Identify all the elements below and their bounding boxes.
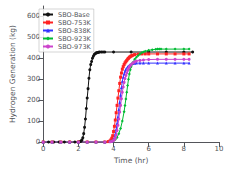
svg-text:SBO-753K: SBO-753K [58,19,92,27]
svg-text:2: 2 [76,145,80,153]
svg-text:10: 10 [215,145,224,153]
svg-text:0: 0 [41,145,45,153]
svg-text:SBO-923K: SBO-923K [58,35,92,43]
svg-text:6: 6 [146,145,151,153]
svg-text:0: 0 [36,138,40,146]
svg-text:200: 200 [27,96,40,104]
svg-text:300: 300 [27,75,40,83]
svg-text:SBO-973K: SBO-973K [58,43,92,51]
svg-text:600: 600 [27,12,40,20]
svg-text:Hydrogen Generation (kg): Hydrogen Generation (kg) [8,25,17,123]
svg-text:100: 100 [27,117,40,125]
svg-text:8: 8 [182,145,186,153]
svg-text:4: 4 [111,145,116,153]
svg-text:500: 500 [27,33,40,41]
svg-text:SBO-838K: SBO-838K [58,27,92,35]
svg-text:SBO-Base: SBO-Base [58,11,90,19]
svg-text:Time (hr): Time (hr) [113,156,149,165]
svg-text:400: 400 [27,54,40,62]
